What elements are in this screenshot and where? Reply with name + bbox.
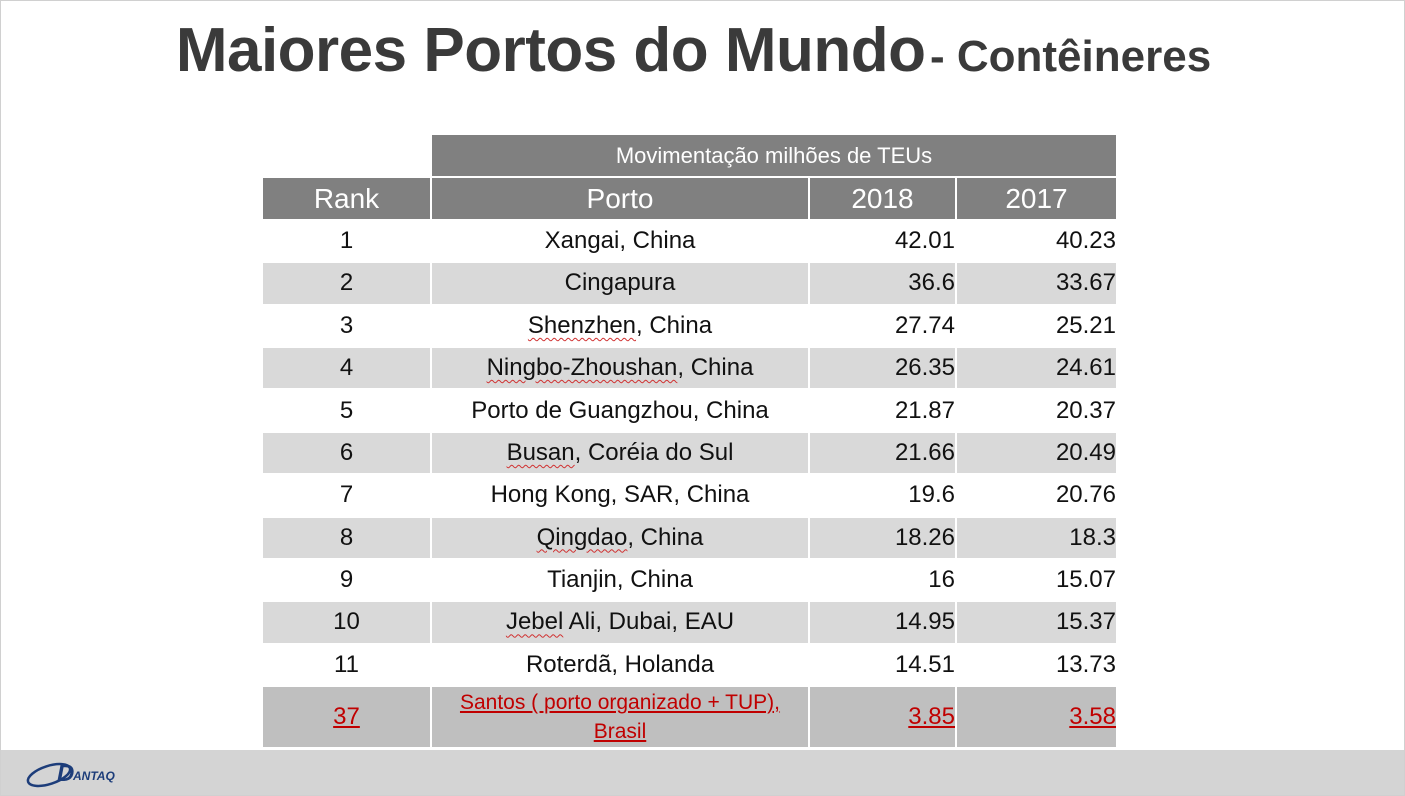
port-name-b: , China [677, 354, 754, 382]
footer-bar [1, 750, 1404, 795]
value-2017-cell: 15.07 [956, 558, 1116, 603]
value-2018-cell: 27.74 [809, 304, 957, 348]
port-cell: Qingdao, China [431, 516, 810, 560]
rank-cell: 8 [263, 516, 432, 560]
table-row: 4 Ningbo-Zhoushan, China 26.35 24.61 [263, 346, 1116, 391]
table-row: 7 Hong Kong, SAR, China 19.6 20.76 [263, 474, 1116, 518]
table-row: 9 Tianjin, China 16 15.07 [263, 558, 1116, 603]
rank-cell: 9 [263, 558, 432, 603]
table-row: 1 Xangai, China 42.01 40.23 [263, 219, 1116, 264]
rank-cell: 3 [263, 304, 432, 348]
port-name-a: Ningbo-Zhoushan [486, 354, 678, 382]
value-2017-cell: 15.37 [956, 601, 1116, 645]
value-2018-cell: 14.95 [809, 601, 957, 645]
title-main: Maiores Portos do Mundo [175, 16, 926, 85]
rank-cell: 4 [263, 346, 432, 391]
port-cell: Roterdã, Holanda [431, 643, 810, 688]
ports-table: Movimentação milhões de TEUs Rank Porto … [263, 135, 1116, 750]
value-2017-cell: 25.21 [956, 304, 1116, 348]
port-name-a: Shenzhen [527, 311, 637, 339]
value-2017-cell: 18.3 [956, 516, 1116, 560]
value-2017-cell: 13.73 [956, 643, 1116, 688]
value-2018-cell: 42.01 [809, 219, 957, 264]
value-2018-cell: 19.6 [809, 474, 957, 518]
logo-letter: D [57, 760, 74, 787]
col-header-2018: 2018 [809, 177, 957, 221]
port-name-a: Busan [506, 438, 575, 466]
value-2017-cell: 20.49 [956, 431, 1116, 476]
antaq-logo-icon: D ANTAQ [26, 760, 115, 788]
value-2018-cell: 18.26 [809, 516, 957, 560]
rank-cell: 1 [263, 219, 432, 264]
col-header-2017: 2017 [956, 177, 1116, 221]
value-2018-cell: 16 [809, 558, 957, 603]
port-cell: Jebel Ali, Dubai, EAU [431, 601, 810, 645]
rank-cell: 10 [263, 601, 432, 645]
value-2018-cell: 36.6 [809, 262, 957, 306]
value-2017-cell: 24.61 [956, 346, 1116, 391]
table-row: 5 Porto de Guangzhou, China 21.87 20.37 [263, 389, 1116, 433]
table-row: 10 Jebel Ali, Dubai, EAU 14.95 15.37 [263, 601, 1116, 645]
rank-cell: 37 [263, 686, 432, 750]
header-empty-cell [263, 135, 432, 179]
rank-cell: 7 [263, 474, 432, 518]
title-sub: - Contêineres [930, 32, 1212, 81]
table-row: 2 Cingapura 36.6 33.67 [263, 262, 1116, 306]
port-name-a: Jebel [505, 608, 564, 636]
table-row: 11 Roterdã, Holanda 14.51 13.73 [263, 643, 1116, 688]
port-cell: Busan, Coréia do Sul [431, 431, 810, 476]
table-row: 3 Shenzhen, China 27.74 25.21 [263, 304, 1116, 348]
rank-cell: 2 [263, 262, 432, 306]
value-2017-cell: 20.76 [956, 474, 1116, 518]
port-name-a: Qingdao [536, 523, 628, 551]
value-2018-cell: 3.85 [809, 686, 957, 750]
value-2018-cell: 14.51 [809, 643, 957, 688]
value-2017-cell: 40.23 [956, 219, 1116, 264]
port-name-b: , Coréia do Sul [574, 438, 734, 466]
rank-cell: 11 [263, 643, 432, 688]
value-2017-cell: 3.58 [956, 686, 1116, 750]
logo-text: ANTAQ [72, 769, 115, 783]
port-cell: Shenzhen, China [431, 304, 810, 348]
rank-cell: 5 [263, 389, 432, 433]
table-row: 8 Qingdao, China 18.26 18.3 [263, 516, 1116, 560]
port-cell: Ningbo-Zhoushan, China [431, 346, 810, 391]
col-header-port: Porto [431, 177, 810, 221]
port-name-b: , China [627, 523, 704, 551]
port-cell: Santos ( porto organizado + TUP), Brasil [431, 686, 810, 750]
value-2018-cell: 21.87 [809, 389, 957, 433]
table-row: 6 Busan, Coréia do Sul 21.66 20.49 [263, 431, 1116, 476]
port-cell: Tianjin, China [431, 558, 810, 603]
group-header-label: Movimentação milhões de TEUs [615, 142, 933, 168]
rank-cell: 6 [263, 431, 432, 476]
value-2017-cell: 33.67 [956, 262, 1116, 306]
port-cell: Xangai, China [431, 219, 810, 264]
port-cell: Cingapura [431, 262, 810, 306]
col-header-rank: Rank [263, 177, 432, 221]
slide-title: Maiores Portos do Mundo - Contêineres [1, 15, 1386, 86]
port-name-b: , China [636, 311, 713, 339]
value-2018-cell: 21.66 [809, 431, 957, 476]
value-2018-cell: 26.35 [809, 346, 957, 391]
port-cell: Hong Kong, SAR, China [431, 474, 810, 518]
group-header: Movimentação milhões de TEUs [431, 135, 1116, 179]
port-name-b: Ali, Dubai, EAU [563, 608, 735, 636]
value-2017-cell: 20.37 [956, 389, 1116, 433]
port-cell: Porto de Guangzhou, China [431, 389, 810, 433]
table-row-highlight: 37 Santos ( porto organizado + TUP), Bra… [263, 686, 1116, 750]
